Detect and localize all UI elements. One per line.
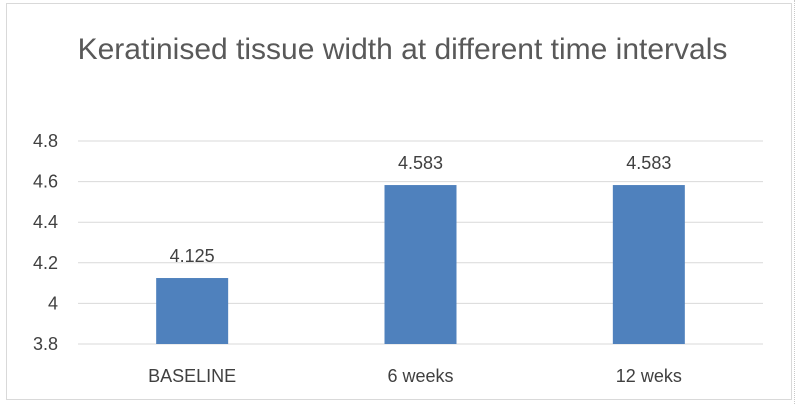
x-tick-label: 6 weeks — [387, 366, 453, 386]
chart-title: Keratinised tissue width at different ti… — [77, 33, 728, 66]
x-tick-label: 12 weks — [616, 366, 682, 386]
bar — [612, 185, 685, 344]
y-tick-label: 4.6 — [33, 172, 58, 192]
data-labels: 4.125 4.583 4.583 — [170, 153, 672, 266]
y-tick-label: 3.8 — [33, 334, 58, 354]
x-axis-ticks: BASELINE 6 weeks 12 weks — [148, 366, 682, 386]
bar — [156, 278, 229, 344]
bars — [156, 185, 685, 344]
bar — [384, 185, 457, 344]
page-edge — [794, 0, 800, 404]
y-tick-label: 4.2 — [33, 253, 58, 273]
y-tick-label: 4.8 — [33, 131, 58, 151]
data-label: 4.583 — [626, 153, 671, 173]
y-tick-label: 4 — [48, 293, 58, 313]
data-label: 4.125 — [170, 246, 215, 266]
x-tick-label: BASELINE — [148, 366, 236, 386]
y-axis-ticks: 3.8 4 4.2 4.4 4.6 4.8 — [33, 131, 58, 354]
y-tick-label: 4.4 — [33, 212, 58, 232]
data-label: 4.583 — [398, 153, 443, 173]
